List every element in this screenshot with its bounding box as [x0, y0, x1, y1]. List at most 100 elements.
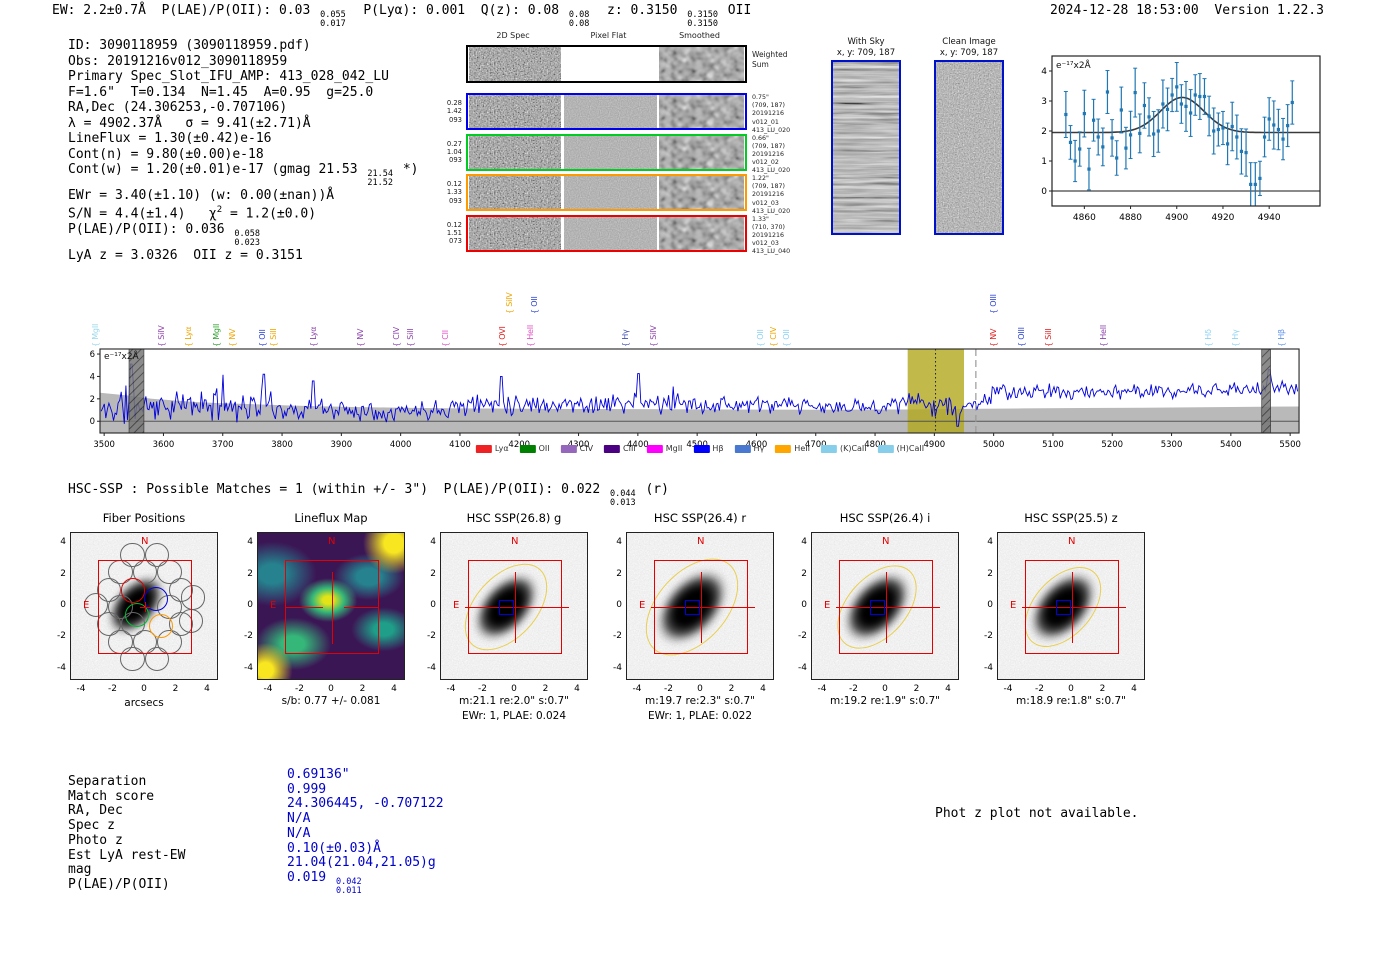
fiber-row-right-labels: 0.66" (709, 187) 20191216 v012_02 413_LU_020 — [752, 135, 790, 176]
spacer — [1199, 3, 1215, 18]
panel-x-tick: 2 — [913, 684, 920, 694]
match-row-label: Est LyA rest-EW — [68, 847, 186, 863]
fiber-row-right-labels: 1.33" (710, 370) 20191216 v012_03 413_LU_040 — [752, 216, 790, 257]
panel-x-tick: -2 — [1035, 684, 1044, 694]
info-line-3: F=1.6" T=0.134 N=1.45 A=0.95 g=25.0 — [68, 84, 374, 100]
panel-y-tick: -4 — [427, 662, 436, 673]
panel-title: HSC SSP(26.4) i — [839, 511, 931, 525]
full-spectrum-chart: 3500 3600 3700 3800 3900 4000 4100 4200 4300 4400… — [90, 348, 1301, 450]
sky-panel-title: With Sky x, y: 709, 187 — [813, 37, 919, 59]
cutout-image-cell — [469, 216, 561, 250]
stacked-limits: 21.54 21.52 — [367, 169, 394, 188]
fiber-weight-value: 1.51 — [446, 228, 462, 237]
cutout-col-header: 2D Spec — [496, 31, 530, 40]
info-line-10: S/N = 4.4(±1.4) χ2 = 1.2(±0.0) — [68, 205, 317, 222]
fiber-row-left-labels: 0.28 1.42 093 — [438, 99, 462, 124]
svg-text:2: 2 — [1041, 127, 1047, 137]
panel-y-tick: 0 — [430, 600, 436, 610]
info-line-9: EWr = 3.40(±1.10) (w: 0.00(±nan))Å — [68, 187, 335, 203]
legend-label: Hγ — [753, 444, 765, 453]
legend-label: (K)CaII — [839, 444, 867, 453]
info-line-5: λ = 4902.37Å σ = 9.41(±2.71)Å — [68, 115, 311, 131]
match-row-label: mag — [68, 862, 92, 878]
fiber-weight-value: 0.27 — [446, 139, 462, 148]
cutout-image-cell — [659, 95, 744, 128]
legend-item-(K)CaII: (K)CaII — [820, 444, 867, 453]
cutout-image-cell — [469, 135, 561, 169]
sky-panel-subtitle: x, y: 709, 187 — [939, 48, 999, 59]
stacked-limits: 0.055 0.017 — [320, 10, 346, 29]
fiber-row-left-labels: 0.12 1.51 073 — [438, 221, 462, 246]
panel-y-tick: -2 — [244, 631, 253, 642]
spectral-line-label-MgII: { MgII — [91, 323, 101, 347]
panel-caption-2: EWr: 1, PLAE: 0.022 — [647, 710, 753, 722]
fiber-weight-value: 1.33 — [446, 188, 462, 197]
cutout-image-cell — [659, 216, 744, 250]
center-cross — [145, 602, 147, 612]
fiber-id-line: 20191216 — [752, 191, 785, 199]
sky-panel-title-line: With Sky — [847, 37, 885, 47]
spectral-line-label-OII: { OII — [782, 329, 792, 347]
legend-item-Hγ: Hγ — [734, 444, 765, 453]
compass-east: E — [83, 600, 90, 611]
weighted-sum-row — [466, 45, 747, 83]
cutout-image-cell — [469, 176, 561, 209]
legend-item-HeII: HeII — [775, 444, 810, 453]
legend-swatch — [604, 444, 621, 453]
panel-y-tick: 4 — [60, 537, 66, 548]
spectral-line-label-CIV: { CIV — [769, 326, 779, 347]
panel-x-tick: 0 — [511, 684, 517, 694]
svg-text:5400: 5400 — [1220, 440, 1242, 450]
hsc-header: HSC-SSP : Possible Matches = 1 (within +… — [68, 482, 669, 508]
info-line-7: Cont(n) = 9.80(±0.00)e-18 — [68, 146, 264, 162]
panel-y-tick: -2 — [798, 631, 807, 642]
svg-text:3: 3 — [1041, 97, 1047, 107]
spectral-line-label-Hγ: { Hγ — [1230, 329, 1240, 347]
fiber-id-line: 413_LU_020 — [752, 167, 791, 175]
fiber-id-line: 0.66" — [752, 134, 769, 142]
fiber-id-line: 20191216 — [752, 110, 785, 118]
svg-text:4940: 4940 — [1258, 213, 1281, 223]
match-row-value: 0.999 — [287, 781, 327, 797]
svg-text:5500: 5500 — [1279, 440, 1301, 450]
sky-panel-image — [831, 60, 901, 235]
panel-x-tick: 0 — [141, 684, 147, 694]
detection-info-block: ID: 3090118959 (3090118959.pdf) Obs: 2019… — [68, 38, 419, 264]
match-row-label: Photo z — [68, 832, 123, 848]
cutout-image-cell — [659, 176, 744, 209]
spectral-line-label-SiII: { SiII — [1044, 328, 1054, 347]
spectral-line-label-OII: { OII — [258, 329, 268, 347]
spectral-line-label-Hβ: { Hβ — [1277, 329, 1287, 347]
spectral-line-label-CII: { CII — [441, 330, 451, 347]
panel-y-tick: -4 — [984, 662, 993, 673]
fiber-row-left-labels: 0.27 1.04 093 — [438, 140, 462, 165]
panel-x-tick: -4 — [817, 684, 827, 694]
panel-y-tick: 4 — [801, 537, 807, 548]
match-row-label: RA, Dec — [68, 803, 123, 819]
panel-x-tick: 0 — [328, 684, 334, 694]
legend-swatch — [646, 444, 663, 453]
panel-y-tick: 2 — [987, 568, 993, 579]
panel-caption-1: s/b: 0.77 +/- 0.081 — [281, 695, 381, 707]
panel-y-tick: -2 — [57, 631, 66, 642]
svg-text:4300: 4300 — [568, 440, 590, 450]
match-row-value: 24.306445, -0.707122 — [287, 796, 444, 812]
panel-x-tick: 0 — [697, 684, 703, 694]
panel-x-tick: 0 — [882, 684, 888, 694]
legend-item-OII: OII — [519, 444, 550, 453]
fiber-row-right-labels: 1.22" (709, 187) 20191216 v012_03 413_LU_020 — [752, 175, 790, 216]
panel-x-tick: 2 — [172, 684, 179, 694]
legend-item-Hβ: Hβ — [693, 444, 724, 453]
spectral-line-label-HeII: { HeII — [525, 324, 535, 347]
extraction-box — [284, 559, 380, 655]
fiber-weight-value: 0.28 — [446, 99, 462, 107]
svg-text:4600: 4600 — [746, 440, 768, 450]
panel-title: Fiber Positions — [102, 511, 186, 525]
spectral-line-label-NV: { NV — [356, 328, 366, 347]
panel-title: Lineflux Map — [294, 511, 368, 525]
svg-text:e⁻¹⁷x2Å: e⁻¹⁷x2Å — [104, 350, 140, 362]
selected-fiber-circle — [125, 602, 150, 627]
photz-note: Phot z plot not available. — [935, 806, 1139, 821]
